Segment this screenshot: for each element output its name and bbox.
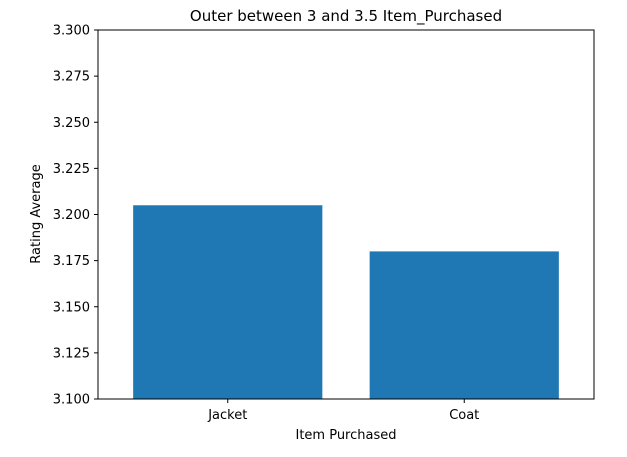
y-tick-label: 3.300 [53,24,90,39]
y-tick-label: 3.150 [53,300,90,315]
bar-coat [369,251,559,399]
x-axis: Jacket Coat [207,399,479,423]
bars-group [133,205,559,399]
y-axis-label: Rating Average [29,164,44,263]
bar-jacket [133,205,323,399]
x-axis-label: Item Purchased [295,428,396,443]
y-axis: 3.100 3.125 3.150 3.175 3.200 3.225 3.250 3.275… [53,24,98,408]
plot-frame [97,29,595,400]
y-tick-label: 3.175 [53,254,90,269]
y-tick-label: 3.275 [53,70,90,85]
y-tick-label: 3.225 [53,162,90,177]
chart-title: Outer between 3 and 3.5 Item_Purchased [190,7,502,26]
y-tick-label: 3.200 [53,208,90,223]
y-tick-label: 3.100 [53,393,90,408]
x-tick-label: Jacket [207,408,247,423]
x-tick-label: Coat [449,408,479,423]
y-tick-label: 3.125 [53,346,90,361]
y-tick-label: 3.250 [53,116,90,131]
